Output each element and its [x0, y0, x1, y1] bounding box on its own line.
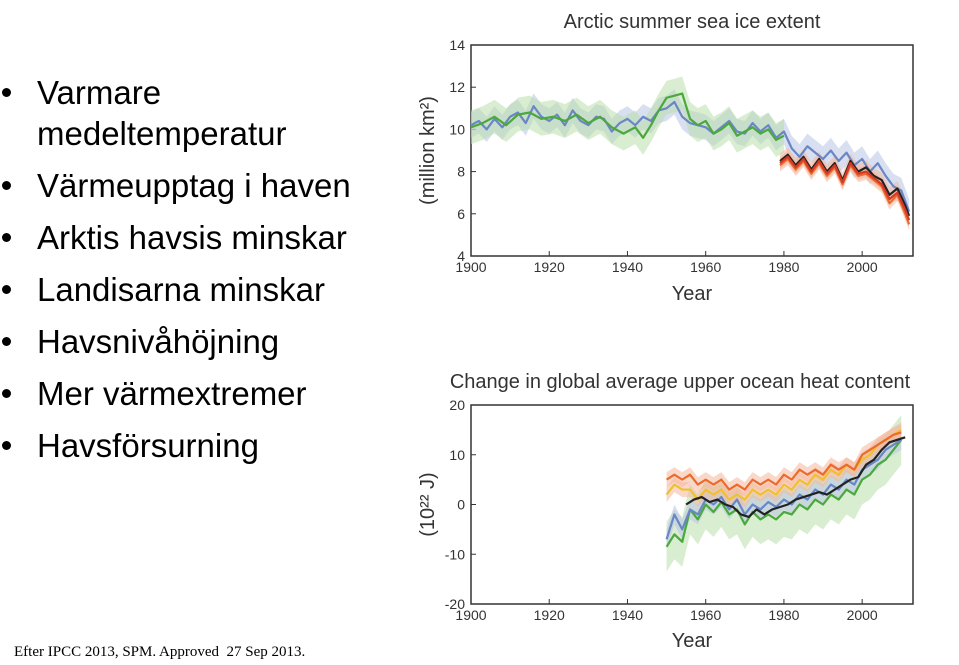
- series-band-green: [471, 76, 784, 157]
- x-axis-label: Year: [672, 283, 713, 305]
- bullet-dot-icon: [2, 337, 11, 346]
- bullet-text: Havsförsurning: [37, 427, 259, 464]
- x-tick-label: 1980: [768, 259, 799, 275]
- chart-title: Change in global average upper ocean hea…: [450, 371, 911, 393]
- bullet-item: Arktis havsis minskar: [0, 217, 400, 258]
- x-tick-label: 1980: [768, 607, 799, 623]
- series-line-red: [779, 155, 911, 221]
- x-tick-label: 1960: [690, 607, 721, 623]
- series-band-orange: [666, 424, 902, 498]
- sea-ice-chart: Arctic summer sea ice extent 1900 1920 1940…: [417, 11, 914, 305]
- y-tick-label: -20: [445, 596, 465, 612]
- bullet-text: Varmare medeltemperatur: [37, 74, 287, 152]
- bullet-text: Värmeupptag i haven: [37, 167, 351, 204]
- bullet-item: Mer värmextremer: [0, 373, 400, 414]
- y-tick-label: 20: [449, 397, 465, 413]
- y-tick-label: 8: [457, 164, 465, 180]
- bullet-item: Värmeupptag i haven: [0, 165, 400, 206]
- bullet-list: Varmare medeltemperatur Värmeupptag i hav…: [0, 72, 400, 477]
- series-line-yellow: [665, 428, 902, 501]
- y-tick-label: 12: [449, 79, 465, 95]
- series-line-black: [685, 436, 906, 519]
- bullet-item: Landisarna minskar: [0, 269, 400, 310]
- bullet-item: Havsnivåhöjning: [0, 321, 400, 362]
- x-tick-label: 1920: [534, 607, 565, 623]
- y-tick-label: 10: [449, 121, 465, 137]
- bullet-dot-icon: [2, 88, 11, 97]
- y-tick-label: 10: [449, 447, 465, 463]
- y-axis-label: (million km²): [417, 96, 439, 205]
- bullet-dot-icon: [2, 441, 11, 450]
- series-line-green: [470, 92, 785, 142]
- bullet-text: Havsnivåhöjning: [37, 323, 280, 360]
- y-axis-label: (10²² J): [417, 472, 439, 536]
- x-axis-label: Year: [672, 630, 713, 652]
- bullet-item: Havsförsurning: [0, 425, 400, 466]
- bullet-text: Mer värmextremer: [37, 375, 307, 412]
- bullet-dot-icon: [2, 233, 11, 242]
- bullet-dot-icon: [2, 181, 11, 190]
- source-note: Efter IPCC 2013, SPM. Approved 27 Sep 20…: [14, 644, 306, 660]
- x-tick-label: 1900: [455, 607, 486, 623]
- bullet-item: Varmare medeltemperatur: [0, 72, 400, 154]
- plot-frame: [470, 44, 914, 257]
- series-line-orange: [665, 431, 902, 491]
- bullet-dot-icon: [2, 285, 11, 294]
- bullet-text: Arktis havsis minskar: [37, 219, 347, 256]
- y-tick-label: 4: [457, 248, 465, 264]
- x-tick-label: 1920: [534, 259, 565, 275]
- y-tick-label: 0: [457, 497, 465, 513]
- x-tick-label: 2000: [847, 607, 878, 623]
- y-tick-label: 14: [449, 37, 465, 53]
- x-tick-label: 1900: [455, 259, 486, 275]
- y-tick-label: -10: [445, 546, 465, 562]
- chart-title: Arctic summer sea ice extent: [564, 11, 821, 33]
- x-tick-label: 2000: [847, 259, 878, 275]
- x-tick-label: 1960: [690, 259, 721, 275]
- y-tick-label: 6: [457, 206, 465, 222]
- ocean-heat-chart: Change in global average upper ocean hea…: [417, 371, 914, 652]
- bullet-text: Landisarna minskar: [37, 271, 325, 308]
- bullet-dot-icon: [2, 389, 11, 398]
- series-line-green: [665, 439, 903, 548]
- x-tick-label: 1940: [612, 259, 643, 275]
- x-tick-label: 1940: [612, 607, 643, 623]
